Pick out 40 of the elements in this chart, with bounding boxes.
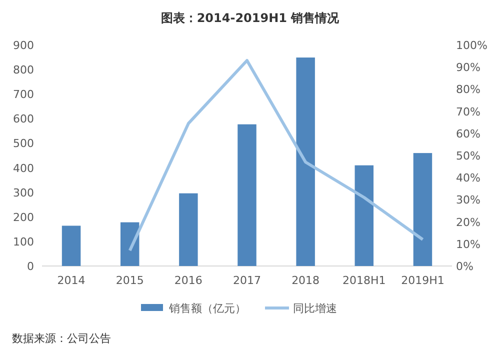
y2-tick-label: 10% (456, 238, 480, 251)
y2-tick-label: 50% (456, 150, 480, 162)
y2-tick-label: 90% (456, 61, 480, 74)
y2-tick-label: 30% (456, 194, 480, 207)
source-note: 数据来源：公司公告 (12, 332, 111, 345)
bar (179, 193, 198, 266)
y2-tick-label: 20% (456, 216, 480, 229)
legend-label: 销售额（亿元） (168, 302, 246, 315)
y-tick-label: 200 (13, 210, 34, 224)
y-tick-label: 300 (13, 186, 34, 200)
x-tick-label: 2018H1 (342, 274, 386, 287)
y2-tick-label: 0% (456, 260, 474, 273)
bar (354, 165, 374, 266)
y2-tick-label: 80% (456, 83, 480, 96)
bar (62, 226, 81, 266)
y2-tick-label: 70% (456, 105, 480, 118)
y-tick-label: 700 (13, 88, 34, 102)
x-tick-label: 2019H1 (401, 274, 444, 287)
bar (120, 222, 140, 266)
line-series (128, 58, 424, 252)
legend-label: 同比增速 (293, 302, 337, 315)
y-tick-label: 900 (13, 39, 34, 52)
x-tick-label: 2016 (174, 274, 202, 287)
y-tick-label: 100 (13, 235, 34, 248)
y2-tick-label: 60% (456, 127, 480, 140)
y-tick-label: 800 (13, 64, 34, 77)
x-tick-label: 2017 (233, 274, 261, 287)
x-tick-label: 2015 (116, 274, 144, 287)
y-tick-label: 500 (13, 137, 34, 150)
x-tick-label: 2018 (292, 274, 320, 287)
y2-tick-label: 40% (456, 172, 480, 185)
chart-title: 图表：2014-2019H1 销售情况 (160, 11, 340, 25)
y2-tick-label: 100% (456, 39, 488, 52)
bar (238, 124, 256, 266)
bar (296, 58, 315, 266)
y-tick-label: 600 (13, 112, 34, 126)
x-tick-label: 2014 (57, 274, 86, 287)
bar (413, 153, 432, 266)
y-tick-label: 400 (13, 162, 34, 175)
y-tick-label: 0 (27, 260, 34, 273)
